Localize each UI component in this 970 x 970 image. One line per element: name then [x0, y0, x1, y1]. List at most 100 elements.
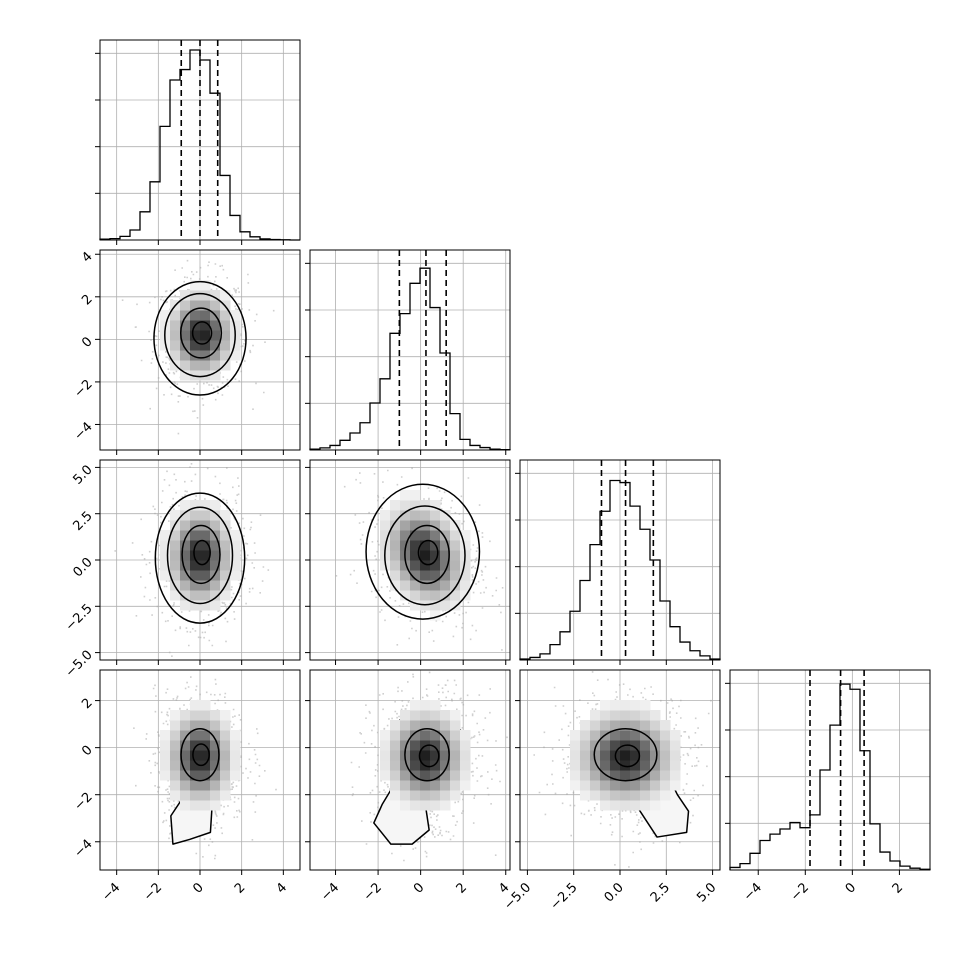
density-cell — [620, 730, 631, 741]
density-cell — [600, 750, 611, 761]
density-cell — [410, 740, 421, 751]
density-cell — [220, 360, 231, 371]
density-cell — [620, 770, 631, 781]
density-cell — [400, 580, 411, 591]
density-cell — [430, 610, 441, 621]
density-cell — [210, 590, 221, 601]
hist-panel-3 — [725, 669, 931, 875]
density-cell — [450, 590, 461, 601]
density-cell — [160, 730, 171, 741]
density-cell — [160, 550, 171, 561]
x-tick-label: 4 — [274, 880, 290, 896]
density-cell — [200, 320, 211, 331]
density-cell — [650, 780, 661, 791]
density-cell — [170, 310, 181, 321]
density-cell — [600, 700, 611, 711]
density-cell — [590, 740, 601, 751]
density-cell — [190, 760, 201, 771]
density-cell — [620, 750, 631, 761]
density-cell — [190, 520, 201, 531]
density-cell — [210, 770, 221, 781]
density-cell — [170, 570, 181, 581]
density-cell — [420, 730, 431, 741]
pair-panel-3-1 — [305, 669, 511, 875]
density-cell — [420, 720, 431, 731]
density-cell — [460, 560, 471, 571]
contour-line — [153, 280, 247, 396]
density-cell — [650, 720, 661, 731]
y-tick-label: 4 — [79, 249, 95, 265]
density-cell — [440, 600, 451, 611]
density-cell — [170, 330, 181, 341]
density-cell — [450, 580, 461, 591]
density-cell — [180, 730, 191, 741]
x-tick-label: 0.0 — [602, 880, 627, 905]
density-cell — [180, 310, 191, 321]
density-cell — [410, 540, 421, 551]
density-cell — [630, 740, 641, 751]
density-cell — [190, 530, 201, 541]
density-cell — [660, 750, 671, 761]
density-cell — [170, 590, 181, 601]
density-cell — [160, 570, 171, 581]
density-cell — [430, 700, 441, 711]
density-cell — [450, 790, 461, 801]
density-cell — [440, 540, 451, 551]
density-cell — [430, 770, 441, 781]
density-cell — [200, 300, 211, 311]
contour-line — [181, 524, 221, 585]
density-cell — [390, 750, 401, 761]
x-tick-label: −4 — [99, 880, 123, 904]
density-cell — [410, 570, 421, 581]
density-cell — [390, 740, 401, 751]
density-cell — [630, 800, 641, 811]
density-cell — [200, 790, 211, 801]
density-cell — [410, 700, 421, 711]
density-cell — [440, 740, 451, 751]
density-cell — [180, 580, 191, 591]
density-cell — [660, 780, 671, 791]
density-cell — [190, 500, 201, 511]
density-cell — [200, 730, 211, 741]
contour-line — [154, 492, 246, 624]
density-cell — [610, 720, 621, 731]
density-cell — [190, 800, 201, 811]
density-cell — [610, 790, 621, 801]
density-cell — [450, 770, 461, 781]
density-cell — [180, 320, 191, 331]
density-cell — [160, 310, 171, 321]
density-cell — [660, 760, 671, 771]
density-cell — [180, 760, 191, 771]
density-cell — [430, 730, 441, 741]
density-cell — [460, 770, 471, 781]
density-cell — [180, 720, 191, 731]
density-cell — [630, 760, 641, 771]
density-cell — [630, 770, 641, 781]
pair-panel-2-1 — [305, 459, 511, 665]
density-cell — [210, 340, 221, 351]
density-cell — [390, 520, 401, 531]
density-cell — [580, 730, 591, 741]
density-cell — [440, 570, 451, 581]
density-cell — [190, 350, 201, 361]
contour-line — [404, 524, 450, 585]
density-cell — [440, 550, 451, 561]
density-cell — [410, 490, 421, 501]
contour-line — [418, 744, 440, 768]
density-cell — [210, 520, 221, 531]
y-axis-labels-row-1: 4 2 0 −2 −4 — [71, 249, 95, 443]
density-cell — [600, 780, 611, 791]
contour-line — [365, 483, 481, 620]
density-cell — [580, 720, 591, 731]
density-cell — [420, 550, 431, 561]
density-cell — [160, 750, 171, 761]
density-cell — [210, 780, 221, 791]
density-cell — [190, 340, 201, 351]
density-cell — [200, 780, 211, 791]
y-axis-labels-row-3: 2 0 −2 −4 — [71, 696, 95, 861]
density-cell — [640, 710, 651, 721]
density-cell — [390, 770, 401, 781]
density-cell — [620, 710, 631, 721]
density-cell — [170, 760, 181, 771]
panel-frame — [519, 669, 721, 871]
